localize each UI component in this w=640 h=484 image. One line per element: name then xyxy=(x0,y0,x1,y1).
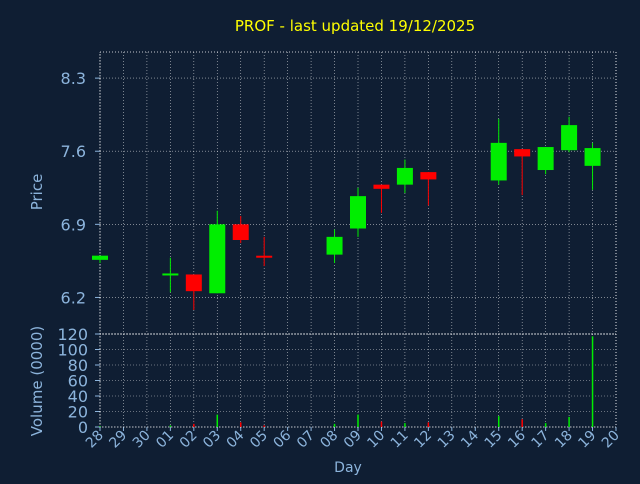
candle xyxy=(326,229,343,263)
volume-bar xyxy=(427,422,430,427)
candle-body xyxy=(209,224,226,294)
volume-bar xyxy=(333,423,336,427)
candle-body xyxy=(537,147,554,171)
candle xyxy=(232,215,249,244)
volume-bar xyxy=(591,336,594,427)
price-axis-label: Price xyxy=(28,174,46,211)
volume-bar xyxy=(568,416,570,427)
price-tick-label: 6.2 xyxy=(61,288,86,307)
candle xyxy=(490,118,507,185)
candle-body xyxy=(420,172,437,180)
candle-body xyxy=(373,184,390,189)
candle xyxy=(514,149,531,196)
volume-panel: 28 29 30 01 02 03 04 05 06 07 08 09 10 11 12 13 14 15 16 17… xyxy=(57,325,622,451)
volume-tick-label: 20 xyxy=(68,403,88,422)
volume-bar xyxy=(357,414,359,427)
volume-bar xyxy=(169,425,172,427)
candle xyxy=(420,172,437,206)
candle-body xyxy=(92,255,108,260)
volume-bar xyxy=(404,423,406,427)
volume-bar xyxy=(193,423,195,427)
candle-body xyxy=(326,236,343,255)
volume-axis-label: Volume (0000) xyxy=(28,326,46,436)
candle xyxy=(350,187,366,237)
volume-tick-label: 40 xyxy=(68,387,88,406)
volume-bar xyxy=(521,419,523,427)
volume-tick-label: 120 xyxy=(57,325,88,344)
candle xyxy=(209,210,226,294)
candle-body xyxy=(232,224,249,240)
volume-bar xyxy=(544,423,547,427)
candle xyxy=(561,116,578,153)
volume-bar xyxy=(380,421,383,427)
candle-body xyxy=(561,125,578,151)
candle xyxy=(162,257,179,293)
candle xyxy=(185,274,202,310)
candle-body xyxy=(185,274,202,292)
candle xyxy=(373,184,390,213)
volume-tick-label: 0 xyxy=(78,418,88,437)
volume-bar xyxy=(263,425,265,427)
volume-tick-label: 80 xyxy=(68,356,88,375)
volume-bar xyxy=(216,414,219,427)
candle xyxy=(584,142,601,190)
candle xyxy=(256,236,273,267)
candle-body xyxy=(490,142,507,181)
day-axis-label: Day xyxy=(334,460,362,476)
candle xyxy=(92,255,108,263)
volume-tick-label: 60 xyxy=(68,372,88,391)
price-panel: 6.2 6.9 7.6 8.3 xyxy=(61,51,617,335)
chart-title: PROF - last updated 19/12/2025 xyxy=(235,17,475,35)
candle-body xyxy=(350,196,366,229)
price-tick-label: 6.9 xyxy=(61,215,86,234)
price-tick-label: 8.3 xyxy=(61,69,86,88)
candle-body xyxy=(256,255,273,258)
price-tick-label: 7.6 xyxy=(61,142,86,161)
volume-bar xyxy=(497,416,500,427)
candle-body xyxy=(584,148,601,166)
candle-body xyxy=(514,149,531,157)
candle-body xyxy=(396,167,413,185)
candle xyxy=(396,159,413,193)
candle-body xyxy=(162,273,179,276)
volume-bar xyxy=(99,426,101,427)
volume-bar xyxy=(239,422,242,427)
candle xyxy=(537,147,554,175)
volume-tick-label: 100 xyxy=(57,341,88,360)
